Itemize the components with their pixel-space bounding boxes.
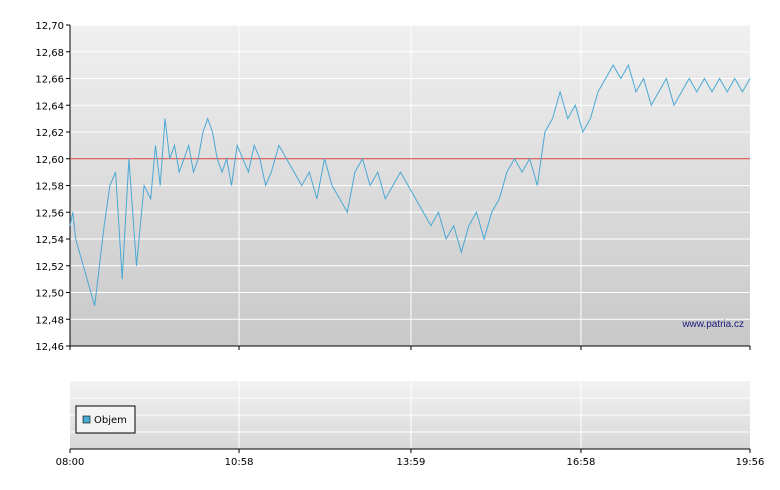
y-tick-label: 12,58 [35,182,64,193]
y-tick-label: 12,64 [35,101,64,112]
y-tick-label: 12,62 [35,128,64,139]
y-tick-label: 12,68 [35,48,64,59]
y-tick-label: 12,70 [35,21,64,32]
volume-panel: 08:00 10:58 13:59 16:58 19:56 Objem [56,381,765,468]
x-tick-label: 08:00 [56,457,85,468]
watermark-text: www.patria.cz [681,319,744,330]
volume-legend: Objem [75,405,136,434]
y-tick-label: 12,54 [35,235,64,246]
y-tick-label: 12,60 [35,155,64,166]
y-tick-label: 12,48 [35,315,64,326]
y-tick-label: 12,56 [35,208,64,219]
price-x-ticks [69,346,751,350]
x-tick-label: 10:58 [225,457,254,468]
price-y-axis: 12,46 12,48 12,50 12,52 12,54 12,56 12,58 12,60… [35,21,71,353]
y-tick-label: 12,50 [35,289,64,300]
legend-label-objem: Objem [94,415,127,426]
volume-x-axis: 08:00 10:58 13:59 16:58 19:56 [56,449,765,468]
y-tick-label: 12,52 [35,262,64,273]
price-series-line [69,63,751,307]
price-panel: 12,46 12,48 12,50 12,52 12,54 12,56 12,58 12,60… [35,21,751,353]
x-tick-label: 13:59 [397,457,426,468]
volume-grid [70,381,750,449]
y-tick-label: 12,66 [35,75,64,86]
x-tick-label: 16:58 [567,457,596,468]
x-tick-label: 19:56 [736,457,765,468]
y-tick-label: 12,46 [35,342,64,353]
legend-swatch-objem [82,415,91,424]
